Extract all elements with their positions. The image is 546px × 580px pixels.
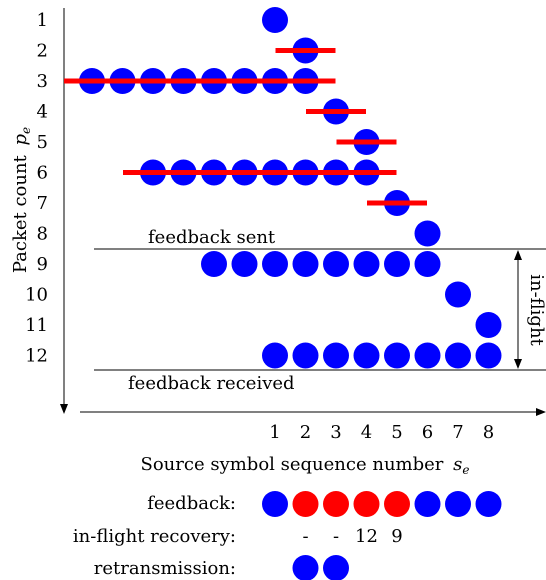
in-flight-arrow-top bbox=[514, 250, 522, 260]
y-tick-label: 6 bbox=[37, 163, 48, 184]
packet-row-4 bbox=[306, 98, 366, 125]
y-tick-label: 10 bbox=[25, 285, 48, 306]
recovery-value: - bbox=[302, 526, 308, 547]
symbol-dot bbox=[445, 281, 471, 308]
legend-retransmission-label: retransmission: bbox=[94, 558, 236, 579]
symbol-dot bbox=[262, 7, 288, 33]
packet-row-7 bbox=[367, 190, 427, 216]
y-tick-label: 11 bbox=[25, 315, 48, 336]
symbol-dot bbox=[384, 342, 410, 369]
retransmission-dot bbox=[323, 555, 349, 580]
packet-row-11 bbox=[475, 312, 502, 338]
x-tick-label: 6 bbox=[422, 422, 433, 443]
feedback-sent-label: feedback sent bbox=[148, 227, 276, 248]
y-axis-arrowhead bbox=[60, 404, 68, 414]
symbol-dot bbox=[475, 312, 502, 338]
x-tick-label: 4 bbox=[361, 422, 372, 443]
recovery-value: 9 bbox=[391, 526, 402, 547]
packet-row-12 bbox=[262, 342, 502, 369]
legend-recovery-label: in-flight recovery: bbox=[73, 526, 236, 547]
y-tick-label: 1 bbox=[37, 10, 48, 31]
feedback-dot bbox=[323, 491, 349, 517]
feedback-dot bbox=[384, 491, 410, 517]
symbol-dot bbox=[323, 342, 349, 369]
y-tick-label: 9 bbox=[37, 254, 48, 275]
x-tick-label: 7 bbox=[452, 422, 463, 443]
symbol-dot bbox=[414, 342, 441, 369]
x-tick-label: 1 bbox=[269, 422, 280, 443]
symbol-dot bbox=[262, 342, 288, 369]
x-tick-label: 3 bbox=[330, 422, 341, 443]
feedback-dot bbox=[262, 491, 288, 517]
symbol-dot bbox=[292, 251, 319, 277]
symbol-dot bbox=[353, 342, 380, 369]
packet-row-10 bbox=[445, 281, 471, 308]
packet-row-9 bbox=[201, 251, 441, 277]
x-tick-label: 2 bbox=[300, 422, 311, 443]
y-tick-label: 8 bbox=[37, 224, 48, 245]
feedback-dot bbox=[292, 491, 319, 517]
feedback-dot bbox=[414, 491, 441, 517]
symbol-dot bbox=[414, 251, 441, 277]
in-flight-label: in-flight bbox=[526, 274, 546, 346]
symbol-dot bbox=[475, 342, 502, 369]
legend-feedback-label: feedback: bbox=[147, 493, 236, 514]
symbol-dot bbox=[231, 251, 258, 277]
packet-row-6 bbox=[123, 159, 397, 186]
retransmission-dot bbox=[292, 555, 319, 580]
packet-row-8 bbox=[414, 220, 441, 247]
feedback-dot bbox=[445, 491, 471, 517]
packet-row-1 bbox=[262, 7, 288, 33]
x-axis-arrowhead bbox=[536, 408, 546, 416]
y-tick-label: 7 bbox=[37, 193, 48, 214]
x-tick-label: 8 bbox=[483, 422, 494, 443]
recovery-value: 12 bbox=[355, 526, 378, 547]
y-tick-label: 12 bbox=[25, 346, 48, 367]
packet-row-5 bbox=[336, 129, 397, 155]
y-axis-label: Packet count pe bbox=[10, 127, 33, 273]
packet-row-2 bbox=[275, 37, 336, 64]
y-tick-label: 5 bbox=[37, 132, 48, 153]
legend-marks: - -12 9 bbox=[262, 491, 502, 580]
x-axis-label: Source symbol sequence number se bbox=[141, 454, 470, 477]
feedback-dot bbox=[475, 491, 502, 517]
feedback-received-label: feedback received bbox=[128, 373, 295, 394]
symbol-dot bbox=[262, 251, 288, 277]
symbol-dot bbox=[414, 220, 441, 247]
symbol-dot bbox=[323, 251, 349, 277]
y-tick-label: 4 bbox=[37, 102, 48, 123]
y-tick-label: 2 bbox=[37, 41, 48, 62]
y-tick-label: 3 bbox=[37, 71, 48, 92]
x-tick-label: 5 bbox=[391, 422, 402, 443]
symbol-dot bbox=[201, 251, 227, 277]
packet-rows bbox=[64, 7, 502, 369]
packet-row-3 bbox=[64, 68, 336, 94]
symbol-dot bbox=[384, 251, 410, 277]
recovery-value: - bbox=[333, 526, 339, 547]
symbol-dot bbox=[445, 342, 471, 369]
symbol-dot bbox=[292, 342, 319, 369]
in-flight-arrow-bottom bbox=[514, 359, 522, 369]
feedback-dot bbox=[353, 491, 380, 517]
symbol-dot bbox=[353, 251, 380, 277]
